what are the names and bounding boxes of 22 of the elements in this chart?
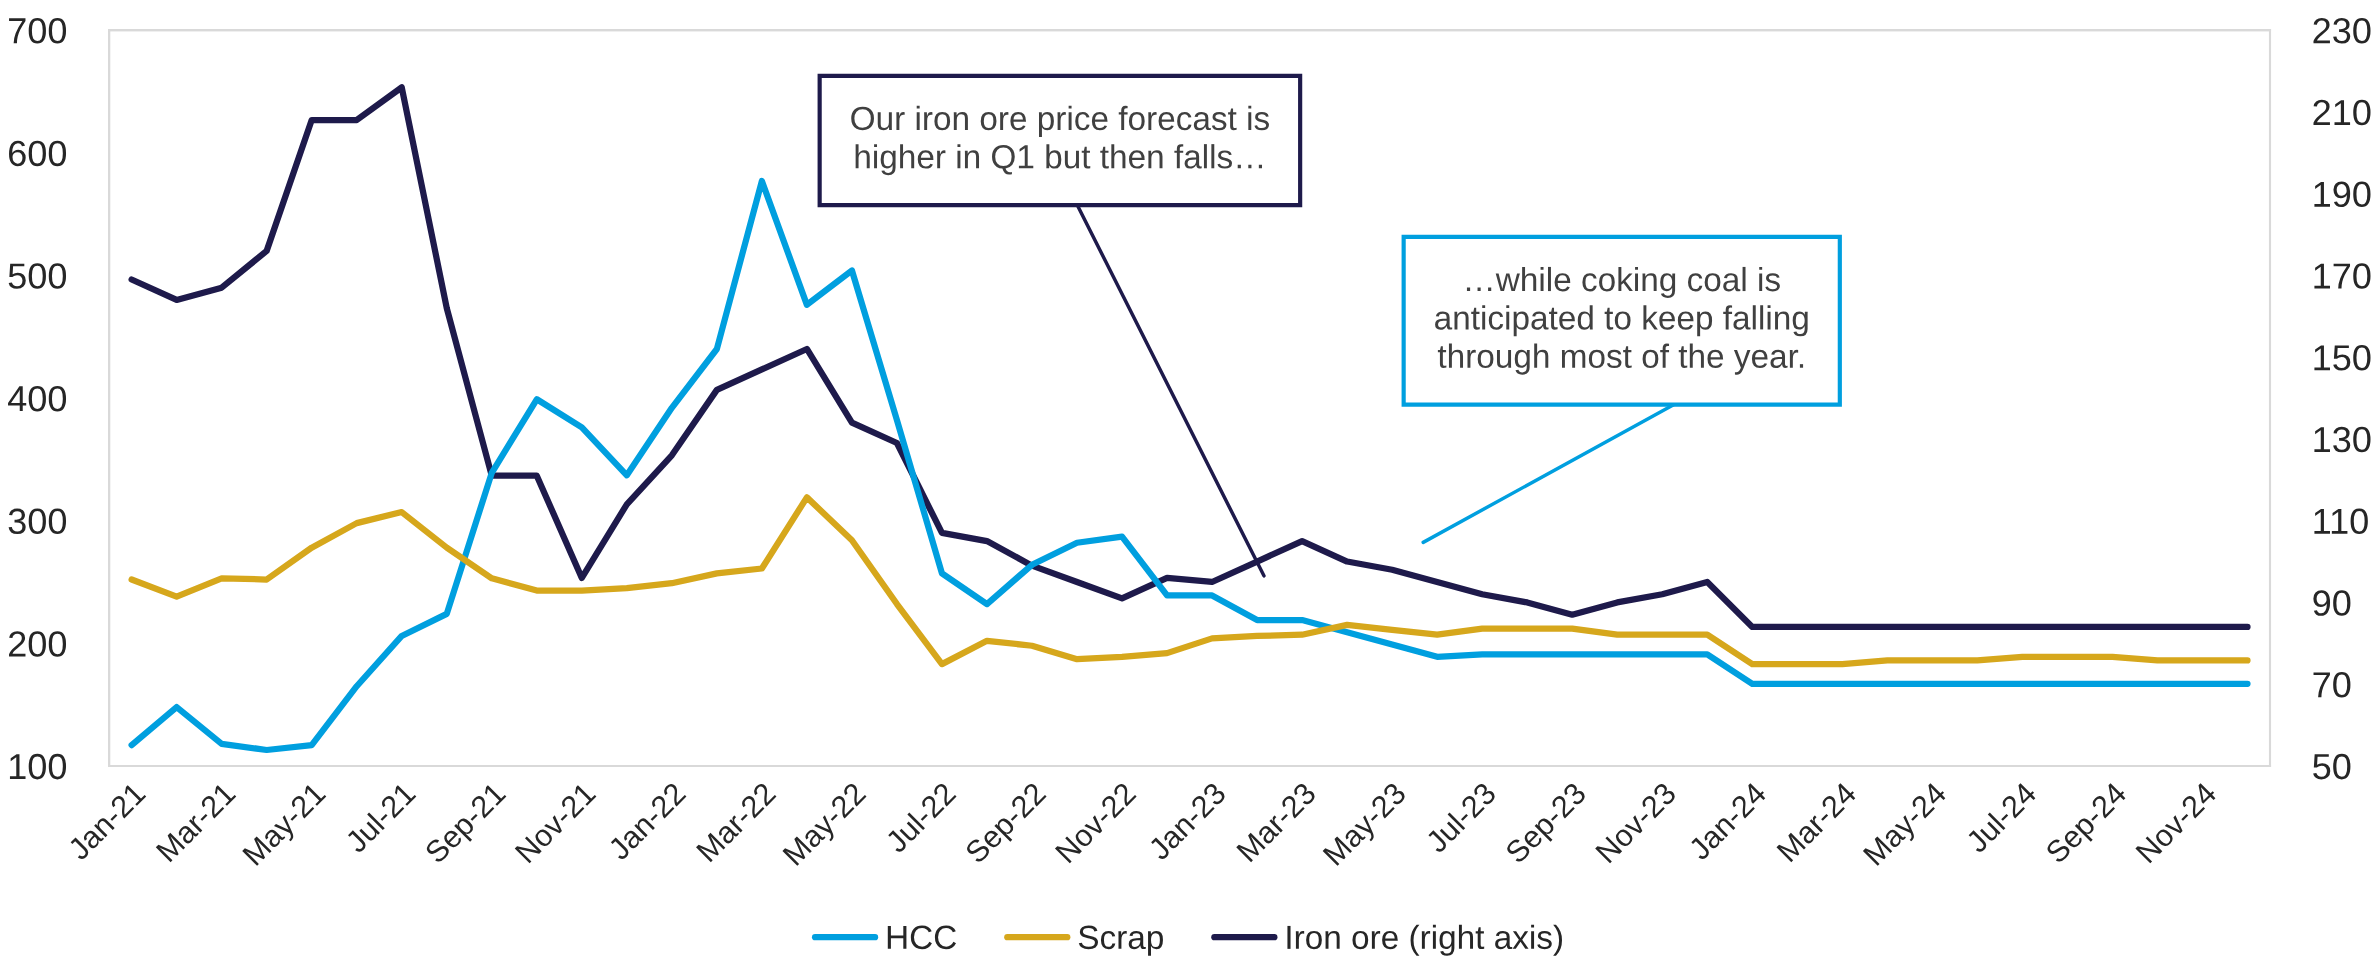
y2-tick-label: 150	[2314, 345, 2371, 371]
y-tick-label: 300	[8, 508, 67, 535]
y2-tick-label: 190	[2314, 181, 2371, 208]
y2-tick-label: 130	[2314, 426, 2371, 453]
y-tick-label: 400	[8, 385, 67, 412]
y2-tick-label: 110	[2314, 508, 2368, 535]
legend-label: Iron ore (right axis)	[1287, 924, 1563, 956]
y2-tick-label: 210	[2313, 99, 2371, 126]
y2-tick-label: 50	[2313, 753, 2351, 780]
y-tick-label: 200	[9, 631, 67, 657]
annotation: Our iron ore price forecast is higher in Q1 but then falls…	[851, 105, 1269, 176]
y-tick-label: 600	[9, 140, 67, 167]
y-tick-label: 700	[9, 18, 67, 44]
y-tick-label: 100	[9, 753, 67, 780]
legend-label: HCC	[887, 925, 957, 950]
y2-tick-label: 170	[2314, 263, 2371, 289]
legend-label: Scrap	[1078, 925, 1163, 956]
y2-tick-label: 90	[2313, 590, 2351, 616]
y2-tick-label: 230	[2313, 18, 2371, 44]
annotation: …while coking coal is anticipated to keep falling through most of the year.	[1435, 266, 1808, 375]
y2-tick-label: 70	[2313, 672, 2351, 698]
y-tick-label: 500	[8, 263, 67, 289]
